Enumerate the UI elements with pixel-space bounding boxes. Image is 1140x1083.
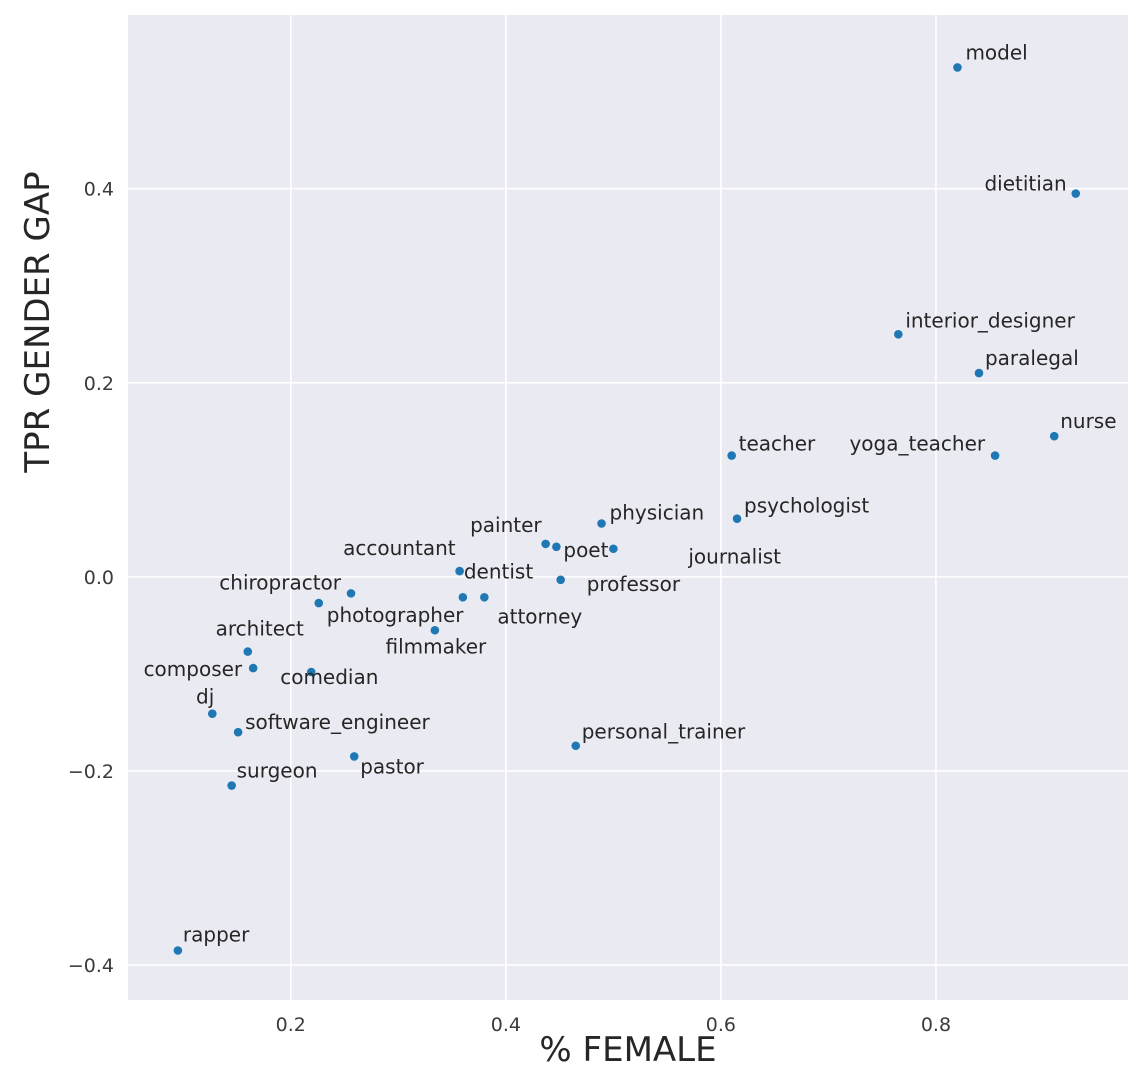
scatter-point-chiropractor [346, 589, 356, 598]
point-label-teacher: teacher [739, 432, 816, 456]
scatter-point-attorney [480, 592, 489, 602]
point-label-journalist: journalist [687, 545, 781, 569]
point-label-photographer: photographer [327, 603, 465, 627]
scatter-point-architect [243, 647, 253, 656]
point-label-composer: composer [144, 657, 243, 681]
y-tick-label: 0.4 [84, 179, 114, 201]
scatter-point-dentist [458, 592, 468, 602]
point-label-interior_designer: interior_designer [905, 308, 1075, 332]
scatter-point-dj [208, 709, 217, 719]
scatter-point-professor [556, 575, 565, 585]
scatter-point-interior_designer [894, 329, 903, 339]
point-label-nurse: nurse [1060, 409, 1116, 433]
point-label-pastor: pastor [360, 754, 424, 778]
scatter-point-paralegal [974, 368, 984, 378]
scatter-point-yoga_teacher [990, 451, 1000, 460]
scatter-point-accountant [455, 566, 464, 576]
point-label-accountant: accountant [343, 536, 456, 560]
point-label-software_engineer: software_engineer [245, 710, 430, 734]
point-label-dentist: dentist [464, 559, 533, 583]
point-label-painter: painter [470, 513, 542, 537]
x-tick-label: 0.4 [491, 1014, 521, 1036]
point-label-dietitian: dietitian [984, 172, 1066, 196]
x-tick-label: 0.6 [706, 1014, 736, 1036]
scatter-point-surgeon [227, 781, 236, 790]
scatter-point-nurse [1049, 431, 1059, 441]
scatter-point-journalist [609, 544, 618, 554]
point-label-personal_trainer: personal_trainer [582, 720, 746, 744]
scatter-point-dietitian [1071, 189, 1081, 198]
point-label-filmmaker: filmmaker [385, 634, 487, 658]
point-label-rapper: rapper [183, 923, 250, 947]
x-tick-label: 0.8 [921, 1014, 951, 1036]
point-label-poet: poet [563, 538, 608, 562]
y-tick-label: 0.2 [84, 373, 114, 395]
scatter-point-rapper [173, 946, 183, 955]
scatter-point-filmmaker [430, 625, 440, 635]
scatter-point-painter [541, 539, 550, 549]
scatter-point-poet [552, 542, 561, 552]
scatter-point-model [953, 63, 962, 72]
y-tick-label: 0.0 [84, 567, 114, 589]
scatter-point-photographer [314, 598, 324, 608]
scatter-point-composer [248, 663, 258, 673]
scatter-point-pastor [349, 752, 359, 761]
scatter-point-teacher [727, 451, 736, 460]
plot-area [128, 15, 1128, 1000]
point-label-psychologist: psychologist [744, 494, 869, 518]
point-label-architect: architect [216, 617, 304, 641]
point-label-professor: professor [587, 572, 681, 596]
scatter-point-physician [597, 519, 606, 528]
scatter-point-psychologist [732, 514, 742, 523]
scatter-point-software_engineer [233, 727, 243, 737]
point-label-attorney: attorney [497, 604, 582, 628]
point-label-chiropractor: chiropractor [219, 570, 341, 594]
y-tick-label: −0.4 [68, 955, 114, 977]
point-label-paralegal: paralegal [985, 346, 1079, 370]
x-tick-label: 0.2 [276, 1014, 306, 1036]
y-tick-label: −0.2 [68, 761, 114, 783]
scatter-point-comedian [306, 667, 316, 677]
point-label-physician: physician [610, 501, 705, 525]
y-axis-label: TPR GENDER GAP [18, 171, 58, 473]
scatter-point-personal_trainer [571, 741, 581, 751]
point-label-dj: dj [196, 685, 214, 709]
x-axis-label: % FEMALE [539, 1030, 717, 1070]
point-label-comedian: comedian [280, 665, 378, 689]
point-label-yoga_teacher: yoga_teacher [849, 432, 985, 456]
point-label-surgeon: surgeon [237, 759, 318, 783]
point-label-model: model [965, 40, 1027, 64]
